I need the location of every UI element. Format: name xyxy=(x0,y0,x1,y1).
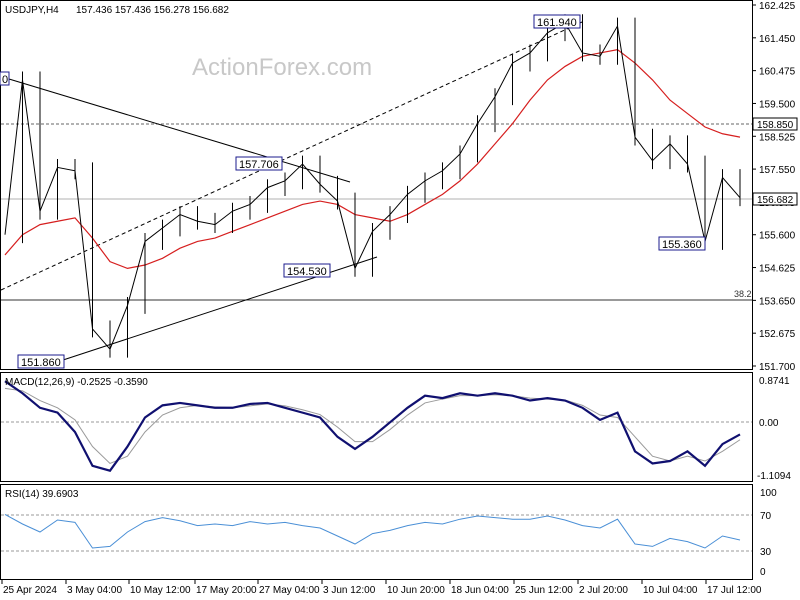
label-mid-low: 154.530 xyxy=(283,263,331,278)
current-price-text: 156.682 xyxy=(757,195,794,206)
price-tick-label: 155.600 xyxy=(759,231,796,242)
price-tick-label: 160.475 xyxy=(759,67,796,78)
time-tick-label: 27 May 04:00 xyxy=(259,585,320,596)
rsi-line xyxy=(4,513,741,549)
label-fib: 38.2 xyxy=(734,289,752,299)
time-tick-label: 10 Jun 20:00 xyxy=(387,585,445,596)
rsi-tick-30: 30 xyxy=(760,547,772,558)
rsi-tick-0: 0 xyxy=(760,567,766,578)
price-tick-label: 151.700 xyxy=(759,362,796,373)
time-tick-label: 25 Jun 12:00 xyxy=(515,585,573,596)
macd-signal-line xyxy=(4,387,741,465)
symbol-label: USDJPY,H4 xyxy=(5,5,59,16)
price-tick-label: 162.425 xyxy=(759,1,796,12)
time-tick-label: 18 Jun 04:00 xyxy=(451,585,509,596)
current-price-box: 156.682 xyxy=(752,192,798,206)
time-tick-label: 17 Jul 12:00 xyxy=(707,585,762,596)
label-left-partial: 0 xyxy=(0,71,10,86)
ohlc-values: 157.436 157.436 156.278 156.682 xyxy=(76,5,229,16)
macd-title: MACD(12,26,9) -0.2525 -0.3590 xyxy=(5,377,148,388)
label-mid-low-text: 154.530 xyxy=(287,266,327,278)
macd-tick-bottom: -1.1094 xyxy=(757,471,791,482)
price-tick-label: 152.675 xyxy=(759,329,796,340)
time-tick-label: 17 May 20:00 xyxy=(196,585,257,596)
watermark: ActionForex.com xyxy=(192,54,372,81)
label-recent-low: 155.360 xyxy=(658,236,706,251)
descending-trendline xyxy=(8,78,351,183)
rsi-title: RSI(14) 39.6903 xyxy=(5,489,79,500)
label-high-text: 161.940 xyxy=(537,17,577,29)
macd-tick-zero: 0.00 xyxy=(759,418,779,429)
label-low-text: 151.860 xyxy=(21,357,61,369)
time-tick-label: 25 Apr 2024 xyxy=(3,585,57,596)
label-recent-low-text: 155.360 xyxy=(662,239,702,251)
time-tick-label: 10 Jul 04:00 xyxy=(643,585,698,596)
hline-price-text: 158.850 xyxy=(757,120,794,131)
rsi-tick-70: 70 xyxy=(760,511,772,522)
price-tick-label: 153.650 xyxy=(759,296,796,307)
price-tick-label: 154.625 xyxy=(759,264,796,275)
time-tick-label: 10 May 12:00 xyxy=(130,585,191,596)
main-panel xyxy=(0,0,753,370)
label-high: 161.940 xyxy=(533,14,581,29)
time-tick-label: 3 Jun 12:00 xyxy=(323,585,376,596)
macd-line xyxy=(4,380,741,472)
label-mid-high: 157.706 xyxy=(235,156,283,171)
price-tick-label: 158.525 xyxy=(759,132,796,143)
label-left-partial-text: 0 xyxy=(2,74,8,86)
price-tick-label: 157.550 xyxy=(759,165,796,176)
rsi-tick-100: 100 xyxy=(760,488,777,499)
rsi-panel xyxy=(0,484,753,580)
macd-panel xyxy=(0,372,753,482)
label-low: 151.860 xyxy=(17,354,65,369)
time-tick-label: 2 Jul 20:00 xyxy=(579,585,628,596)
macd-tick-top: 0.8741 xyxy=(759,376,790,387)
price-tick-label: 159.500 xyxy=(759,99,796,110)
price-tick-label: 161.450 xyxy=(759,34,796,45)
price-line xyxy=(4,21,741,351)
label-mid-high-text: 157.706 xyxy=(239,159,279,171)
hline-price-box: 158.850 xyxy=(752,117,798,131)
time-tick-label: 3 May 04:00 xyxy=(67,585,122,596)
